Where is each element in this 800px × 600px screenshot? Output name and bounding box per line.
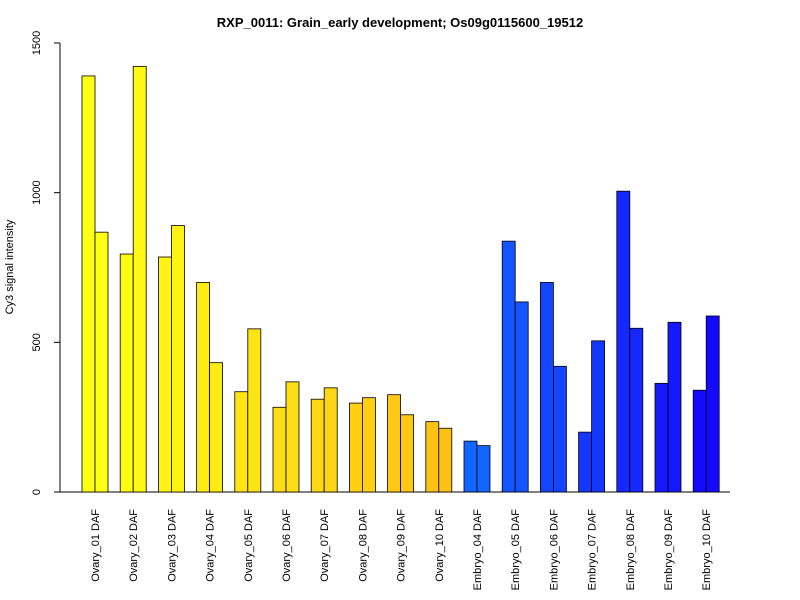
bar [387, 394, 402, 493]
bar [540, 282, 554, 493]
x-tick-label: Ovary_02 DAF [128, 509, 140, 582]
bar [705, 315, 720, 493]
x-tick-label: Ovary_09 DAF [396, 509, 408, 582]
x-tick-label: Embryo_10 DAF [701, 509, 713, 591]
bars-group [81, 65, 720, 493]
bar [578, 431, 592, 493]
bar [234, 391, 249, 493]
bar [132, 65, 147, 493]
x-tick-label: Embryo_07 DAF [587, 509, 599, 591]
y-tick-label: 0 [31, 489, 43, 495]
bar [692, 389, 707, 493]
x-tick-label: Ovary_04 DAF [205, 509, 217, 582]
bar [425, 421, 440, 493]
bar [553, 365, 567, 493]
bar [654, 382, 669, 493]
bar [501, 240, 516, 493]
y-tick-label: 500 [31, 333, 43, 351]
x-tick-label: Embryo_04 DAF [472, 509, 484, 591]
bar [272, 406, 287, 493]
x-tick-label: Ovary_07 DAF [319, 509, 331, 582]
bar [323, 387, 338, 493]
bar [361, 397, 376, 493]
y-axis: 0 500 1000 1500 [31, 31, 61, 495]
bar [400, 414, 415, 493]
bar [476, 445, 491, 493]
bar [209, 362, 224, 493]
bar [247, 328, 262, 493]
bar [348, 402, 363, 493]
bar [157, 256, 172, 493]
bar [616, 190, 631, 493]
bar [285, 381, 300, 493]
bar [81, 75, 96, 493]
x-tick-label: Ovary_06 DAF [281, 509, 293, 582]
bar [170, 225, 185, 493]
bar [196, 282, 211, 493]
x-tick-label: Embryo_08 DAF [625, 509, 637, 591]
chart-title: RXP_0011: Grain_early development; Os09g… [217, 15, 583, 30]
category-labels: Ovary_01 DAF Ovary_02 DAF Ovary_03 DAF Ovar… [90, 509, 713, 591]
x-tick-label: Ovary_08 DAF [357, 509, 369, 582]
bar [514, 301, 529, 493]
x-tick-label: Ovary_10 DAF [434, 509, 446, 582]
y-tick-label: 1000 [31, 180, 43, 204]
x-tick-label: Ovary_05 DAF [243, 509, 255, 582]
x-tick-label: Embryo_06 DAF [548, 509, 560, 591]
bar [94, 231, 109, 493]
bar [667, 321, 682, 493]
bar [310, 398, 325, 493]
x-tick-label: Ovary_03 DAF [166, 509, 178, 582]
bar [438, 427, 453, 493]
x-tick-label: Embryo_05 DAF [510, 509, 522, 591]
bar [629, 327, 644, 493]
x-tick-label: Embryo_09 DAF [663, 509, 675, 591]
bar [119, 253, 134, 493]
bar [463, 440, 478, 493]
y-tick-label: 1500 [31, 31, 43, 55]
y-axis-label: Cy3 signal intensity [4, 219, 16, 314]
x-tick-label: Ovary_01 DAF [90, 509, 102, 582]
bar [591, 340, 605, 493]
